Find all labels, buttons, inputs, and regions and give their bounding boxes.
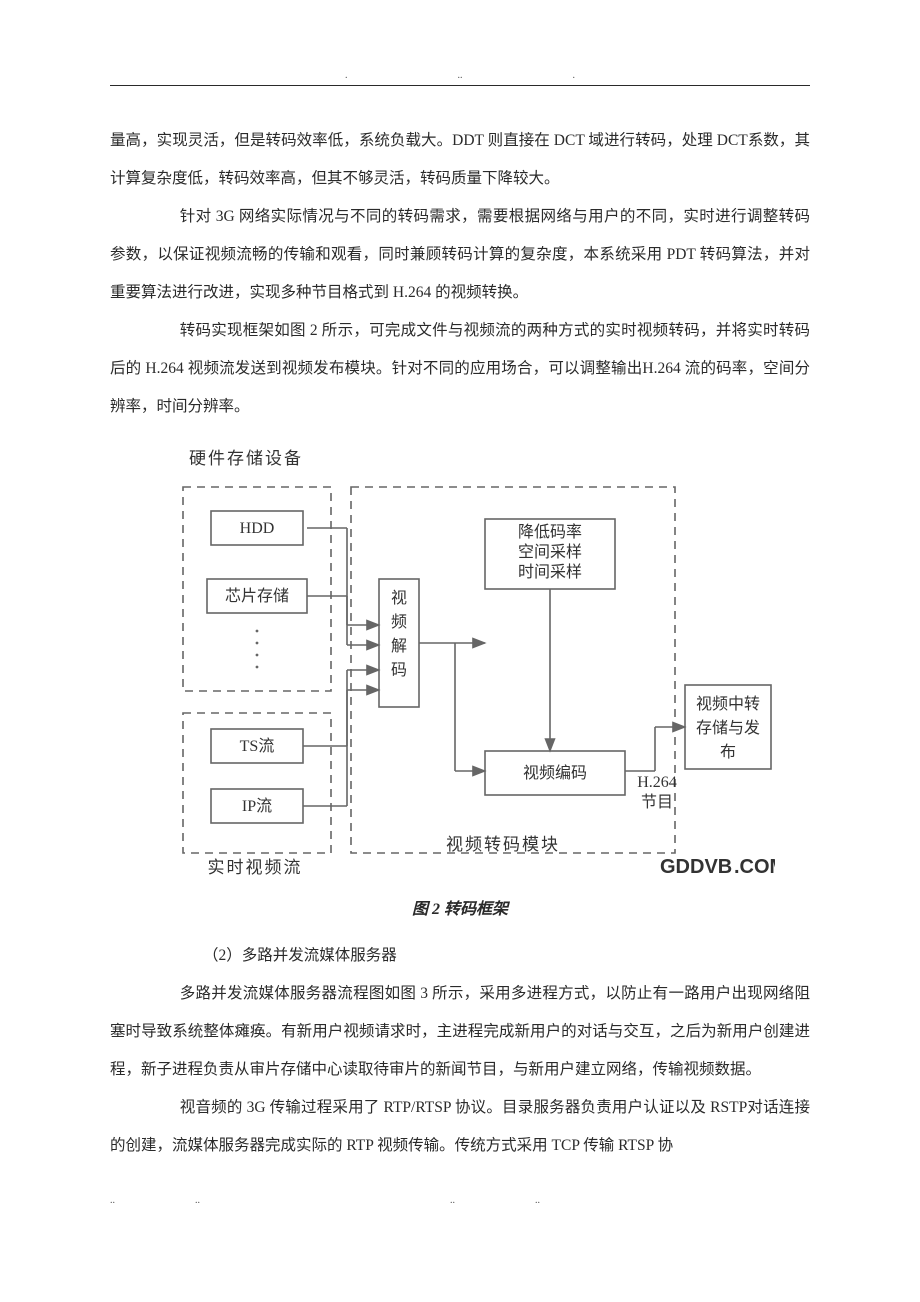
svg-text:H.264: H.264: [637, 774, 677, 791]
header-dot: .: [573, 70, 576, 81]
paragraph-2: 针对 3G 网络实际情况与不同的转码需求，需要根据网络与用户的不同，实时进行调整…: [110, 198, 810, 312]
paragraph-1: 量高，实现灵活，但是转码效率低，系统负载大。DDT 则直接在 DCT 域进行转码…: [110, 122, 810, 198]
svg-text:GDDVB: GDDVB: [660, 856, 732, 878]
svg-text:视频转码模块: 视频转码模块: [446, 835, 560, 854]
footer-dot: ..: [450, 1195, 455, 1206]
svg-text:节目: 节目: [641, 793, 673, 811]
subheading: （2）多路并发流媒体服务器: [110, 937, 810, 975]
svg-text:视频编码: 视频编码: [523, 764, 587, 782]
svg-text:芯片存储: 芯片存储: [225, 587, 289, 605]
svg-text:降低码率: 降低码率: [518, 523, 582, 541]
svg-text:.COM: .COM: [734, 856, 775, 878]
header-dot: ..: [458, 70, 463, 81]
footer-dot: ..: [195, 1195, 200, 1206]
figure-svg: HDD 芯片存储 TS流 IP流 视频编码 视频解码 降低码率空间采样时间采样视频中转存储与…: [165, 475, 775, 880]
svg-text:TS流: TS流: [240, 737, 275, 755]
paragraph-4: 多路并发流媒体服务器流程图如图 3 所示，采用多进程方式，以防止有一路用户出现网…: [110, 975, 810, 1089]
figure-caption: 图 2 转码框架: [110, 895, 810, 919]
svg-text:IP流: IP流: [242, 797, 272, 815]
svg-text:视频中转: 视频中转: [696, 695, 760, 713]
svg-text:布: 布: [720, 743, 736, 761]
paragraph-5: 视音频的 3G 传输过程采用了 RTP/RTSP 协议。目录服务器负责用户认证以…: [110, 1089, 810, 1165]
figure-2: 硬件存储设备 HDD 芯片存储 TS流 IP流 视频编码 视频解码 降低码率空间采样时间采样…: [165, 444, 775, 885]
svg-text:实时视频流: 实时视频流: [208, 858, 303, 877]
header-dot: .: [345, 70, 348, 81]
svg-text:空间采样: 空间采样: [518, 543, 582, 561]
footer-dot: ..: [110, 1195, 115, 1206]
svg-text:存储与发: 存储与发: [696, 719, 760, 737]
svg-text:解: 解: [391, 637, 407, 655]
paragraph-3: 转码实现框架如图 2 所示，可完成文件与视频流的两种方式的实时视频转码，并将实时…: [110, 312, 810, 426]
footer-dots: .. .. .. ..: [110, 1165, 810, 1206]
svg-text:码: 码: [391, 661, 407, 679]
figure-top-label: 硬件存储设备: [189, 444, 775, 469]
header-dots: . .. .: [110, 70, 810, 85]
svg-text:HDD: HDD: [240, 520, 275, 537]
footer-dot: ..: [535, 1195, 540, 1206]
svg-text:时间采样: 时间采样: [518, 563, 582, 581]
header-rule: [110, 85, 810, 86]
svg-text:视: 视: [391, 589, 407, 607]
svg-text:频: 频: [391, 613, 407, 631]
